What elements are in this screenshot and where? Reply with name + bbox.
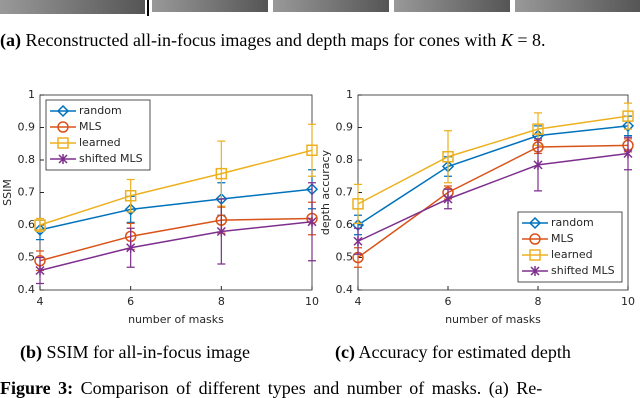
- caption-c: (c) Accuracy for estimated depth: [335, 342, 571, 362]
- legend-label: MLS: [551, 232, 574, 245]
- x-tick-label: 6: [127, 295, 134, 308]
- legend-marker: [528, 216, 542, 230]
- series-line: [39, 217, 313, 262]
- image-strip: [515, 0, 640, 12]
- legend-label: shifted MLS: [551, 264, 615, 277]
- series-line: [39, 149, 313, 226]
- marker: [35, 265, 45, 276]
- image-strip: [394, 0, 510, 12]
- figure-caption: Figure 3: Comparison of different types …: [0, 378, 640, 398]
- marker: [124, 190, 137, 202]
- y-axis-label: SSIM: [1, 179, 14, 206]
- y-tick-label: 0.7: [18, 186, 36, 199]
- y-tick-label: 1: [28, 88, 35, 101]
- marker: [124, 203, 137, 216]
- legend-label: shifted MLS: [79, 152, 143, 165]
- series-line: [357, 125, 629, 226]
- y-tick-label: 0.5: [18, 251, 36, 264]
- x-tick-label: 6: [445, 295, 452, 308]
- marker: [307, 216, 317, 227]
- caption-b: (b) SSIM for all-in-focus image: [20, 342, 250, 362]
- x-tick-label: 8: [218, 295, 225, 308]
- marker: [533, 159, 543, 170]
- legend-marker: [56, 104, 70, 118]
- caption-text: Accuracy for estimated depth: [358, 342, 571, 362]
- marker: [623, 148, 633, 159]
- x-tick-label: 10: [621, 295, 635, 308]
- y-tick-label: 0.7: [336, 186, 354, 199]
- marker: [443, 194, 453, 204]
- legend-label: learned: [551, 248, 593, 261]
- marker: [621, 119, 635, 132]
- caption-a: (a) Reconstructed all-in-focus images an…: [0, 30, 636, 50]
- series-line: [357, 144, 629, 259]
- marker: [353, 236, 363, 247]
- x-tick-label: 10: [305, 295, 319, 308]
- x-axis-label: number of masks: [128, 313, 224, 326]
- legend-label: MLS: [79, 120, 102, 133]
- legend-marker: [530, 266, 540, 276]
- y-tick-label: 0.9: [336, 121, 354, 134]
- marker: [215, 167, 228, 180]
- caption-text: SSIM for all-in-focus image: [46, 342, 250, 362]
- y-tick-label: 0.4: [18, 283, 36, 296]
- x-tick-label: 8: [535, 295, 542, 308]
- caption-math: = 8.: [517, 30, 546, 50]
- legend-marker: [58, 154, 68, 164]
- legend-label: random: [79, 104, 122, 117]
- caption-text: Comparison of different types and number…: [80, 378, 543, 398]
- y-axis-label: depth accuracy: [319, 149, 332, 235]
- error-bar: [624, 102, 632, 130]
- series-line: [39, 221, 313, 272]
- error-bar: [308, 123, 316, 177]
- caption-label: Figure 3:: [0, 378, 74, 398]
- y-tick-label: 0.5: [336, 251, 354, 264]
- error-bar: [444, 130, 452, 184]
- marker: [532, 123, 544, 135]
- x-tick-label: 4: [355, 295, 362, 308]
- y-tick-label: 0.4: [336, 283, 354, 296]
- legend-marker: [529, 233, 541, 245]
- marker: [216, 226, 226, 237]
- marker: [33, 223, 47, 236]
- image-strip: [152, 0, 268, 12]
- legend-label: random: [551, 216, 594, 229]
- marker: [34, 219, 46, 231]
- caption-label: (a): [0, 30, 21, 50]
- error-bar: [126, 178, 135, 213]
- caption-text: Reconstructed all-in-focus images and de…: [25, 30, 497, 50]
- x-tick-label: 4: [37, 295, 44, 308]
- error-bar: [354, 183, 362, 224]
- y-tick-label: 0.8: [18, 153, 36, 166]
- legend-marker: [57, 121, 69, 133]
- y-tick-label: 1: [346, 88, 353, 101]
- marker: [306, 144, 318, 156]
- marker: [126, 242, 136, 253]
- caption-math: K: [500, 30, 513, 50]
- series-line: [357, 115, 629, 205]
- series-line: [357, 152, 629, 242]
- legend-label: learned: [79, 136, 121, 149]
- caption-label: (b): [20, 342, 42, 362]
- marker: [442, 151, 454, 163]
- caption-label: (c): [335, 342, 355, 362]
- series-line: [39, 188, 313, 231]
- legend-marker: [529, 249, 541, 261]
- legend-marker: [57, 137, 69, 149]
- y-tick-label: 0.9: [18, 121, 36, 134]
- image-strip: [273, 0, 389, 12]
- y-tick-label: 0.6: [18, 218, 36, 231]
- image-strip: [0, 0, 145, 14]
- y-tick-label: 0.8: [336, 153, 354, 166]
- marker: [352, 198, 364, 210]
- x-axis-label: number of masks: [445, 313, 541, 326]
- marker: [622, 110, 634, 122]
- y-tick-label: 0.6: [336, 218, 354, 231]
